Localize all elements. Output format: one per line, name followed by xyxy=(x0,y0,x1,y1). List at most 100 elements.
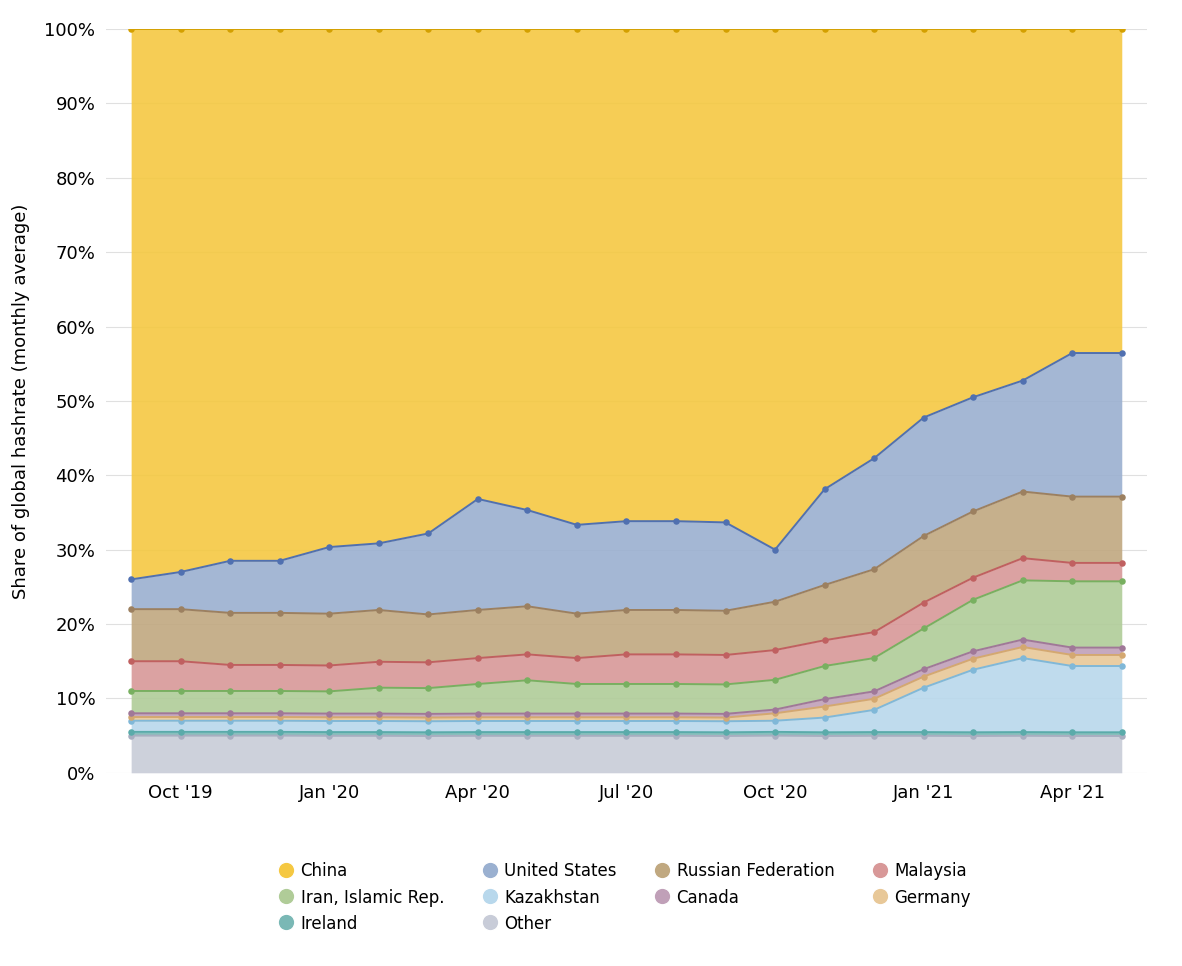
Point xyxy=(766,713,785,728)
Point xyxy=(1112,489,1131,504)
Point xyxy=(865,728,884,744)
Point xyxy=(122,683,141,698)
Point xyxy=(122,572,141,587)
Point xyxy=(914,595,933,611)
Point xyxy=(914,724,933,740)
Point xyxy=(271,724,290,740)
Point xyxy=(122,653,141,668)
Point xyxy=(716,714,735,729)
Point xyxy=(667,602,686,617)
Point xyxy=(271,728,290,744)
Point xyxy=(1063,647,1082,663)
Point xyxy=(816,21,834,37)
Point xyxy=(816,698,834,714)
Point xyxy=(320,710,339,725)
Point xyxy=(963,592,982,608)
Point xyxy=(567,728,586,744)
Point xyxy=(1013,650,1032,666)
Point xyxy=(468,676,487,692)
Point xyxy=(468,713,487,728)
Point xyxy=(1112,724,1131,740)
Point xyxy=(617,724,636,740)
Point xyxy=(667,646,686,662)
Point xyxy=(1112,647,1131,663)
Point xyxy=(963,389,982,405)
Point xyxy=(221,683,240,698)
Point xyxy=(567,676,586,692)
Point xyxy=(468,21,487,37)
Point xyxy=(418,21,437,37)
Point xyxy=(617,646,636,662)
Point xyxy=(221,705,240,721)
Point xyxy=(1112,345,1131,360)
Point xyxy=(1013,484,1032,499)
Point xyxy=(914,680,933,696)
Point xyxy=(1013,728,1032,744)
Point xyxy=(418,526,437,541)
Point xyxy=(518,502,537,518)
Point xyxy=(816,728,834,744)
Point xyxy=(816,481,834,497)
Point xyxy=(567,710,586,725)
Point xyxy=(766,21,785,37)
Point xyxy=(518,713,537,728)
Point xyxy=(418,706,437,722)
Point xyxy=(468,492,487,507)
Point xyxy=(369,706,388,722)
Point xyxy=(716,728,735,744)
Point xyxy=(617,713,636,728)
Point xyxy=(914,621,933,637)
Point xyxy=(122,724,141,740)
Point xyxy=(271,605,290,620)
Point xyxy=(221,657,240,672)
Point xyxy=(716,603,735,618)
Point xyxy=(1063,724,1082,740)
Point xyxy=(963,651,982,667)
Point xyxy=(468,706,487,722)
Point xyxy=(567,724,586,740)
Point xyxy=(617,514,636,529)
Point xyxy=(865,624,884,639)
Point xyxy=(567,517,586,532)
Legend: China, Iran, Islamic Rep., Ireland, United States, Kazakhstan, Other, Russian Fe: China, Iran, Islamic Rep., Ireland, Unit… xyxy=(275,856,978,940)
Point xyxy=(369,680,388,696)
Point xyxy=(963,724,982,740)
Point xyxy=(567,706,586,722)
Point xyxy=(816,710,834,725)
Point xyxy=(716,515,735,530)
Point xyxy=(122,21,141,37)
Point xyxy=(766,642,785,658)
Point xyxy=(963,21,982,37)
Point xyxy=(766,705,785,721)
Point xyxy=(865,450,884,466)
Point xyxy=(221,728,240,744)
Point xyxy=(369,728,388,744)
Point xyxy=(1013,573,1032,588)
Point xyxy=(914,668,933,684)
Point xyxy=(418,710,437,725)
Point xyxy=(221,21,240,37)
Point xyxy=(1112,658,1131,673)
Point xyxy=(171,21,190,37)
Point xyxy=(1013,551,1032,566)
Point xyxy=(816,578,834,593)
Point xyxy=(369,713,388,728)
Point xyxy=(1013,632,1032,647)
Point xyxy=(468,724,487,740)
Point xyxy=(766,594,785,610)
Point xyxy=(320,684,339,699)
Point xyxy=(518,724,537,740)
Point xyxy=(320,539,339,554)
Point xyxy=(271,554,290,569)
Point xyxy=(1063,658,1082,673)
Point xyxy=(716,677,735,693)
Point xyxy=(369,535,388,551)
Point xyxy=(567,606,586,621)
Point xyxy=(320,658,339,673)
Point xyxy=(766,728,785,744)
Point xyxy=(221,709,240,724)
Point xyxy=(667,724,686,740)
Point xyxy=(271,683,290,698)
Point xyxy=(617,728,636,744)
Point xyxy=(1112,555,1131,571)
